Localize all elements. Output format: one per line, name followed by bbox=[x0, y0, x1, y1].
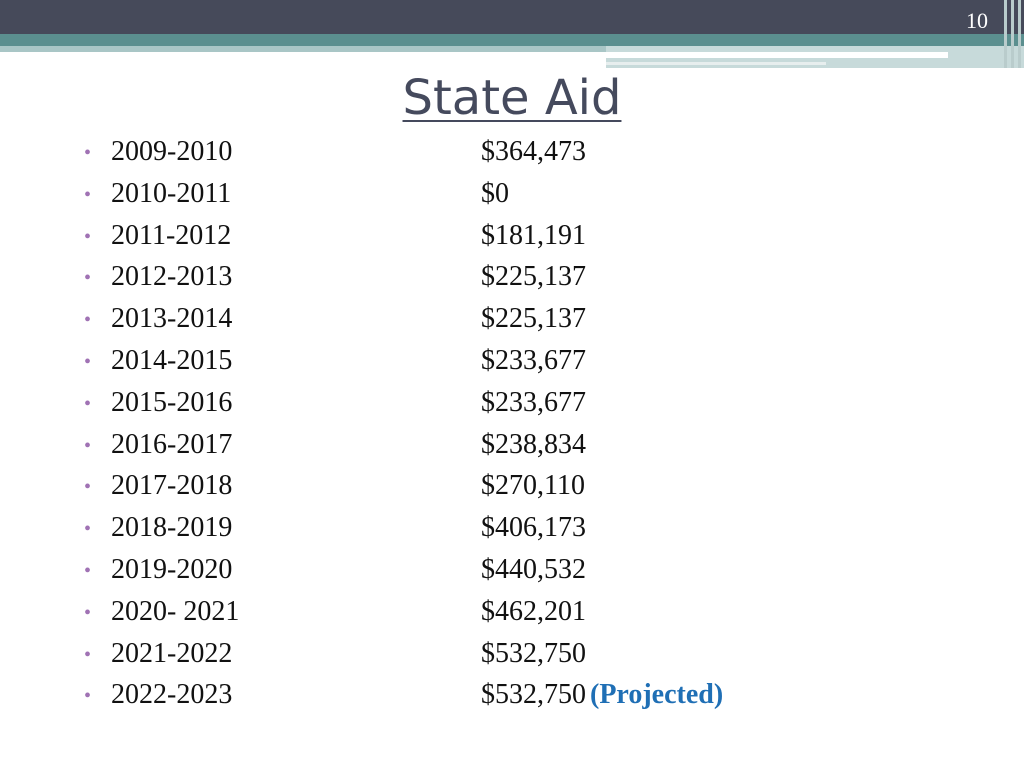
list-item: • 2012-2013 $225,137 bbox=[0, 259, 900, 301]
year-label: 2015-2016 bbox=[111, 386, 233, 418]
bullet-icon: • bbox=[84, 350, 92, 373]
bullet-icon: • bbox=[84, 267, 92, 290]
bullet-icon: • bbox=[84, 309, 92, 332]
year-label: 2012-2013 bbox=[111, 261, 233, 293]
year-label: 2022-2023 bbox=[111, 679, 233, 711]
year-label: 2021-2022 bbox=[111, 637, 233, 669]
year-label: 2013-2014 bbox=[111, 303, 233, 335]
year-label: 2019-2020 bbox=[111, 553, 233, 585]
slide-number: 10 bbox=[966, 8, 988, 33]
bullet-icon: • bbox=[84, 559, 92, 582]
amount-value: $364,473 bbox=[481, 136, 586, 167]
bullet-icon: • bbox=[84, 434, 92, 457]
amount-value: $233,677 bbox=[481, 344, 586, 376]
year-label: 2014-2015 bbox=[111, 344, 233, 376]
year-label: 2011-2012 bbox=[111, 219, 232, 251]
list-item: • 2022-2023 $532,750 (Projected) bbox=[0, 677, 900, 719]
list-item: • 2013-2014 $225,137 bbox=[0, 301, 900, 343]
year-label: 2020- 2021 bbox=[111, 595, 240, 627]
header-band bbox=[0, 0, 1024, 34]
bullet-icon: • bbox=[84, 183, 92, 206]
list-item: • 2009-2010 $364,473 bbox=[0, 134, 900, 176]
amount-value: $440,532 bbox=[481, 553, 586, 585]
state-aid-list: • 2009-2010 $364,473 • 2010-2011 $0 • 2011-20… bbox=[0, 134, 900, 719]
bullet-icon: • bbox=[84, 476, 92, 499]
list-item: • 2018-2019 $406,173 bbox=[0, 510, 900, 552]
amount-value: $238,834 bbox=[481, 428, 586, 460]
list-item: • 2020- 2021 $462,201 bbox=[0, 594, 900, 636]
list-item: • 2010-2011 $0 bbox=[0, 176, 900, 218]
list-item: • 2014-2015 $233,677 bbox=[0, 343, 900, 385]
year-label: 2009-2010 bbox=[111, 136, 233, 167]
year-label: 2018-2019 bbox=[111, 512, 233, 544]
slide-title-wrap: State Aid bbox=[0, 70, 1024, 126]
list-item: • 2021-2022 $532,750 bbox=[0, 636, 900, 678]
amount-value: $270,110 bbox=[481, 470, 585, 502]
amount-value: $225,137 bbox=[481, 303, 586, 335]
amount-value: $181,191 bbox=[481, 219, 586, 251]
amount-value: $233,677 bbox=[481, 386, 586, 418]
header-thin-line bbox=[606, 62, 826, 65]
header-white-line bbox=[606, 52, 948, 58]
list-item: • 2011-2012 $181,191 bbox=[0, 218, 900, 260]
header-accent-band bbox=[0, 34, 1024, 46]
list-item: • 2019-2020 $440,532 bbox=[0, 552, 900, 594]
list-item: • 2017-2018 $270,110 bbox=[0, 468, 900, 510]
amount-value: $462,201 bbox=[481, 595, 586, 627]
year-label: 2010-2011 bbox=[111, 177, 232, 209]
slide-title: State Aid bbox=[402, 70, 622, 126]
header-stripe bbox=[1018, 0, 1021, 68]
header-stripe bbox=[1011, 0, 1014, 68]
bullet-icon: • bbox=[84, 643, 92, 666]
amount-value: $532,750 (Projected) bbox=[481, 679, 724, 711]
list-item: • 2016-2017 $238,834 bbox=[0, 427, 900, 469]
bullet-icon: • bbox=[84, 142, 92, 164]
projected-note: (Projected) bbox=[590, 679, 724, 711]
amount-value: $532,750 bbox=[481, 637, 586, 669]
header-light-band bbox=[0, 46, 606, 52]
header-stripe bbox=[1004, 0, 1007, 68]
year-label: 2017-2018 bbox=[111, 470, 233, 502]
bullet-icon: • bbox=[84, 518, 92, 541]
year-label: 2016-2017 bbox=[111, 428, 233, 460]
amount-value: $0 bbox=[481, 177, 509, 209]
bullet-icon: • bbox=[84, 685, 92, 708]
bullet-icon: • bbox=[84, 225, 92, 248]
bullet-icon: • bbox=[84, 601, 92, 624]
amount-value: $406,173 bbox=[481, 512, 586, 544]
amount-value: $225,137 bbox=[481, 261, 586, 293]
bullet-icon: • bbox=[84, 392, 92, 415]
list-item: • 2015-2016 $233,677 bbox=[0, 385, 900, 427]
